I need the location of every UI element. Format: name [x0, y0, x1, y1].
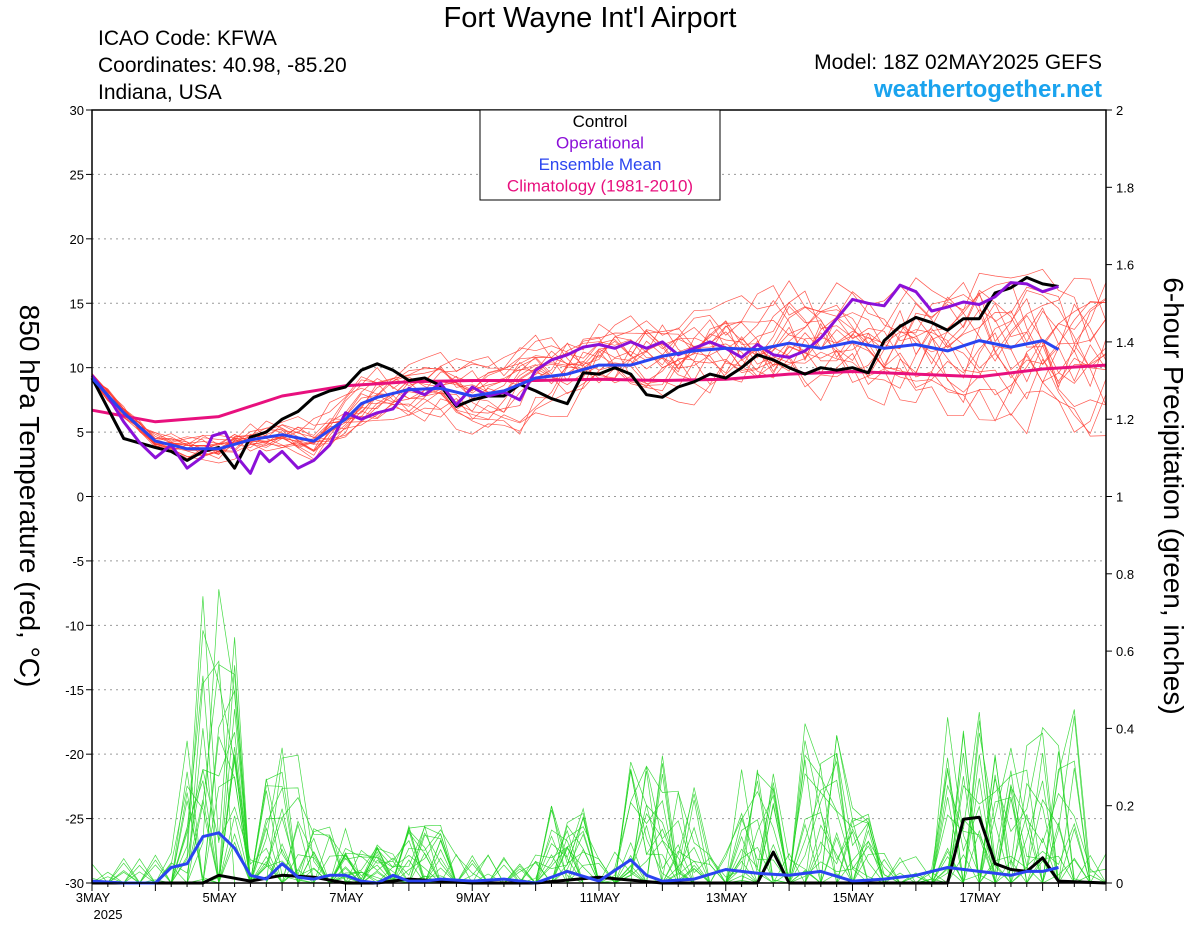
- temp-member-line: [91, 305, 1107, 455]
- year-label: 2025: [94, 907, 123, 922]
- left-tick-label: -15: [65, 683, 84, 698]
- x-tick-label: 17MAY: [959, 890, 1001, 905]
- right-tick-label: 0.2: [1116, 799, 1134, 814]
- right-tick-label: 1.2: [1116, 412, 1134, 427]
- legend-entry: Ensemble Mean: [539, 155, 662, 174]
- left-tick-label: -5: [72, 554, 84, 569]
- temp-member-line: [91, 301, 1107, 455]
- right-tick-label: 0.6: [1116, 644, 1134, 659]
- temp-member-line: [91, 294, 1107, 452]
- temp-member-line: [91, 330, 1107, 464]
- left-tick-label: -20: [65, 747, 84, 762]
- axis-ticks: 302520151050-5-10-15-20-25-3021.81.61.41…: [65, 103, 1134, 905]
- control-temp-line: [90, 276, 1059, 470]
- right-tick-label: 1: [1116, 490, 1123, 505]
- page-title: Fort Wayne Int'l Airport: [443, 2, 737, 34]
- region: Indiana, USA: [98, 81, 222, 104]
- temp-member-line: [91, 301, 1107, 460]
- right-tick-label: 1.8: [1116, 180, 1134, 195]
- ensemble-member-lines: [91, 268, 1107, 885]
- temp-member-line: [91, 289, 1106, 457]
- website-link[interactable]: weathertogether.net: [873, 76, 1102, 103]
- left-tick-label: 20: [70, 232, 84, 247]
- left-tick-label: -25: [65, 812, 84, 827]
- right-tick-label: 1.6: [1116, 258, 1134, 273]
- right-tick-label: 0.8: [1116, 567, 1134, 582]
- right-tick-label: 0.4: [1116, 721, 1134, 736]
- ensemble-mean-temp-line: [90, 339, 1060, 451]
- x-tick-label: 7MAY: [329, 890, 364, 905]
- legend-entry: Climatology (1981-2010): [507, 177, 693, 196]
- temp-member-line: [91, 282, 1107, 451]
- x-tick-label: 13MAY: [706, 890, 748, 905]
- left-tick-label: -30: [65, 876, 84, 891]
- right-tick-label: 2: [1116, 103, 1123, 118]
- right-tick-label: 0: [1116, 876, 1123, 891]
- plot-frame: [91, 109, 1107, 884]
- legend-entry: Control: [573, 112, 628, 131]
- left-tick-label: 5: [77, 425, 84, 440]
- coordinates: Coordinates: 40.98, -85.20: [98, 54, 347, 77]
- left-tick-label: 30: [70, 103, 84, 118]
- precip-member-line: [92, 660, 1107, 884]
- left-tick-label: -10: [65, 618, 84, 633]
- left-tick-label: 25: [70, 167, 84, 182]
- left-tick-label: 15: [70, 296, 84, 311]
- right-axis-label: 6-hour Precipitation (green, inches): [1158, 277, 1189, 714]
- model-info: Model: 18Z 02MAY2025 GEFS: [814, 51, 1102, 74]
- climatology-temp-line: [91, 363, 1107, 424]
- precip-member-line: [92, 690, 1106, 885]
- series-lines: [90, 276, 1107, 885]
- ensemble-mean-precip-line: [91, 831, 1059, 885]
- left-axis-label: 850 hPa Temperature (red, °C): [14, 305, 45, 688]
- precip-member-line: [91, 664, 1107, 885]
- x-tick-label: 15MAY: [833, 890, 875, 905]
- icao-code: ICAO Code: KFWA: [98, 27, 277, 50]
- precip-members: [91, 589, 1107, 885]
- grid-lines: [92, 173, 1106, 820]
- legend: Control Operational Ensemble Mean Climatolo…: [479, 109, 721, 201]
- left-tick-label: 0: [77, 490, 84, 505]
- precip-member-line: [92, 665, 1106, 885]
- x-tick-label: 5MAY: [203, 890, 238, 905]
- left-tick-label: 10: [70, 361, 84, 376]
- right-tick-label: 1.4: [1116, 335, 1134, 350]
- operational-temp-line: [90, 281, 1059, 475]
- legend-box: [479, 109, 721, 201]
- x-tick-label: 11MAY: [580, 890, 621, 905]
- legend-entry: Operational: [556, 134, 644, 153]
- x-tick-label: 3MAY: [76, 890, 111, 905]
- x-tick-label: 9MAY: [456, 890, 491, 905]
